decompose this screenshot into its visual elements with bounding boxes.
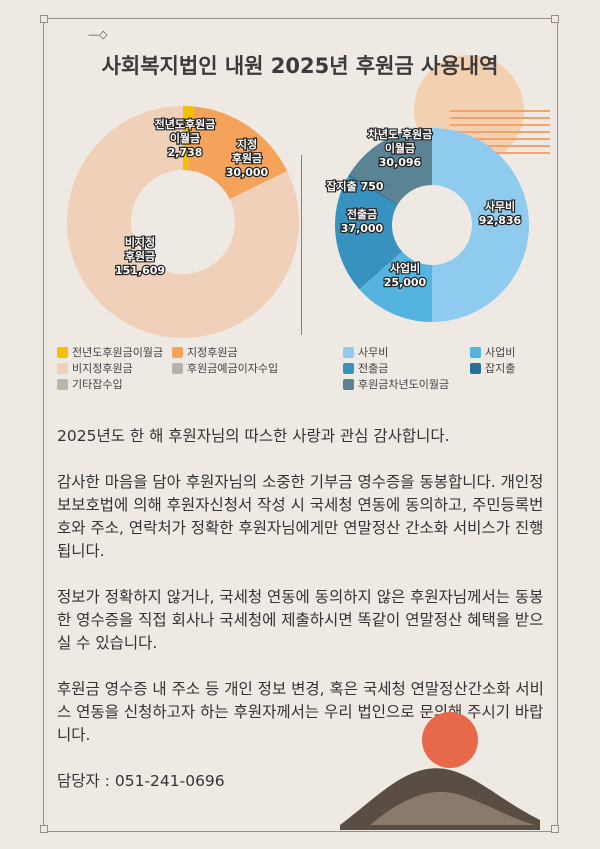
donut-slice-사무비 bbox=[432, 128, 529, 322]
legend-item: 후원금예금이자수입 bbox=[172, 360, 278, 376]
legend-swatch bbox=[172, 346, 183, 358]
slice-label: 사무비 92,836 bbox=[479, 199, 522, 227]
slice-label: 차년도 후원금 이월금 30,096 bbox=[368, 127, 433, 169]
legend-swatch bbox=[470, 362, 481, 374]
legend-swatch bbox=[343, 362, 354, 374]
legend-item: 기타잡수입 bbox=[57, 376, 123, 392]
legend-item: 사업비 bbox=[470, 344, 515, 360]
legend-label: 사무비 bbox=[358, 346, 389, 359]
legend-swatch bbox=[470, 346, 481, 358]
paragraph: 정보가 정확하지 않거나, 국세청 연동에 동의하지 않은 후원자님께서는 동봉… bbox=[57, 588, 544, 652]
frame-corner bbox=[551, 825, 559, 833]
legend-item: 전년도후원금이월금 bbox=[57, 344, 163, 360]
legend-swatch bbox=[172, 362, 183, 374]
legend-label: 후원금예금이자수입 bbox=[187, 362, 279, 375]
legend-swatch bbox=[57, 362, 68, 374]
paragraph: 2025년도 한 해 후원자님의 따스한 사랑과 관심 감사합니다. bbox=[57, 427, 450, 445]
slice-label: 비지정 후원금 151,609 bbox=[115, 235, 165, 277]
frame-corner bbox=[551, 15, 559, 23]
legend-label: 비지정후원금 bbox=[72, 362, 133, 375]
legend-item: 잡지출 bbox=[470, 360, 515, 376]
legend-item: 지정후원금 bbox=[172, 344, 238, 360]
donut-slice-후원금차년도이월금 bbox=[349, 128, 432, 205]
legend-swatch bbox=[57, 378, 68, 390]
legend-item: 후원금차년도이월금 bbox=[343, 376, 449, 392]
legend-swatch bbox=[343, 346, 354, 358]
legend-label: 기타잡수입 bbox=[72, 378, 123, 391]
chart-divider bbox=[301, 155, 302, 335]
page-frame bbox=[43, 18, 558, 832]
legend-label: 잡지출 bbox=[485, 362, 516, 375]
donut-slice-전출금 bbox=[335, 176, 403, 290]
donut-slice-잡지출 bbox=[348, 174, 398, 205]
donut-slice-전년도후원금이월금 bbox=[183, 106, 194, 171]
paragraph: 후원금 영수증 내 주소 등 개인 정보 변경, 혹은 국세청 연말정산간소화 … bbox=[57, 680, 544, 744]
mountain-illustration bbox=[340, 712, 540, 830]
legend-label: 후원금차년도이월금 bbox=[358, 378, 450, 391]
diamond-ornament-icon: —◇ bbox=[88, 28, 108, 41]
legend-label: 전년도후원금이월금 bbox=[72, 346, 164, 359]
donut-slice-사업비 bbox=[359, 251, 433, 322]
donut-slice-비지정후원금 bbox=[66, 106, 299, 339]
contact: 담당자 : 051-241-0696 bbox=[57, 772, 225, 790]
donut-slice-지정후원금 bbox=[187, 106, 288, 200]
slice-label: 사업비 25,000 bbox=[384, 261, 427, 289]
legend-item: 사무비 bbox=[343, 344, 388, 360]
paragraph: 감사한 마음을 담아 후원자님의 소중한 기부금 영수증을 동봉합니다. 개인정… bbox=[57, 473, 544, 560]
slice-label: 전년도후원금 이월금 2,738 bbox=[155, 117, 216, 159]
slice-label: 잡지출 750 bbox=[326, 179, 383, 193]
frame-corner bbox=[40, 15, 48, 23]
legend-item: 비지정후원금 bbox=[57, 360, 133, 376]
frame-corner bbox=[40, 825, 48, 833]
slice-label: 전출금 37,000 bbox=[341, 207, 384, 235]
legend-swatch bbox=[57, 346, 68, 358]
legend-item: 전출금 bbox=[343, 360, 388, 376]
legend-label: 전출금 bbox=[358, 362, 389, 375]
stripe-decoration bbox=[450, 110, 550, 159]
legend-label: 지정후원금 bbox=[187, 346, 238, 359]
page-title: 사회복지법인 내원 2025년 후원금 사용내역 bbox=[101, 54, 499, 78]
legend-label: 사업비 bbox=[485, 346, 516, 359]
legend-swatch bbox=[343, 378, 354, 390]
letter-body: 2025년도 한 해 후원자님의 따스한 사랑과 관심 감사합니다. 감사한 마… bbox=[57, 425, 547, 816]
slice-label: 지정 후원금 30,000 bbox=[226, 137, 269, 179]
